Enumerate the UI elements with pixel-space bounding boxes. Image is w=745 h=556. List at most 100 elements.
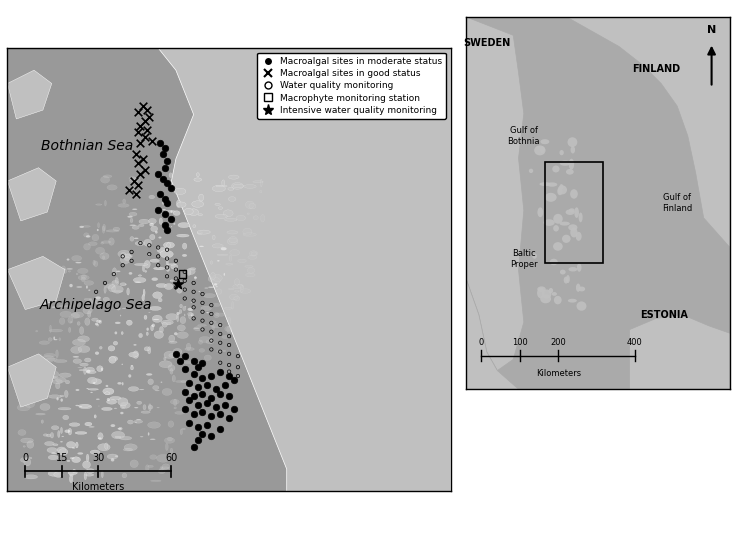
- Ellipse shape: [88, 311, 91, 317]
- Ellipse shape: [135, 241, 145, 246]
- Ellipse shape: [162, 212, 165, 214]
- Ellipse shape: [122, 255, 133, 257]
- Ellipse shape: [84, 299, 90, 300]
- Ellipse shape: [75, 262, 81, 264]
- Point: [188, 287, 200, 296]
- Ellipse shape: [52, 379, 63, 384]
- Ellipse shape: [41, 420, 43, 423]
- Ellipse shape: [537, 287, 545, 299]
- Ellipse shape: [212, 244, 224, 248]
- Ellipse shape: [60, 428, 63, 434]
- Ellipse shape: [83, 226, 90, 227]
- Ellipse shape: [152, 315, 162, 322]
- Ellipse shape: [63, 269, 67, 274]
- Point: [156, 175, 168, 183]
- Ellipse shape: [148, 404, 151, 411]
- Ellipse shape: [48, 471, 59, 476]
- Ellipse shape: [92, 379, 101, 384]
- Ellipse shape: [61, 266, 66, 271]
- Point: [126, 247, 138, 256]
- Ellipse shape: [244, 185, 256, 188]
- Text: Baltic
Proper: Baltic Proper: [510, 249, 538, 269]
- Ellipse shape: [199, 349, 205, 353]
- Ellipse shape: [154, 331, 164, 339]
- Ellipse shape: [80, 226, 84, 228]
- Ellipse shape: [559, 184, 563, 190]
- Ellipse shape: [30, 393, 41, 400]
- Ellipse shape: [186, 343, 191, 350]
- Ellipse shape: [228, 317, 231, 324]
- Ellipse shape: [73, 469, 76, 473]
- Ellipse shape: [108, 346, 115, 351]
- Ellipse shape: [59, 337, 60, 341]
- Point: [215, 358, 226, 367]
- Ellipse shape: [72, 256, 82, 261]
- Ellipse shape: [124, 444, 137, 451]
- Ellipse shape: [552, 166, 559, 172]
- Point: [232, 363, 244, 371]
- Ellipse shape: [115, 277, 118, 283]
- Ellipse shape: [548, 288, 553, 294]
- Ellipse shape: [96, 320, 101, 323]
- Ellipse shape: [168, 341, 177, 344]
- Ellipse shape: [128, 374, 131, 378]
- Point: [206, 310, 218, 319]
- Ellipse shape: [169, 173, 172, 177]
- Ellipse shape: [103, 224, 106, 231]
- Ellipse shape: [68, 317, 73, 324]
- Ellipse shape: [94, 261, 98, 267]
- Point: [215, 425, 226, 434]
- Ellipse shape: [40, 404, 50, 410]
- Ellipse shape: [114, 408, 117, 409]
- Ellipse shape: [130, 218, 133, 223]
- Ellipse shape: [89, 426, 95, 428]
- Ellipse shape: [123, 199, 126, 203]
- Ellipse shape: [183, 243, 187, 249]
- Ellipse shape: [133, 344, 136, 346]
- Ellipse shape: [50, 433, 54, 438]
- Point: [133, 159, 145, 168]
- Ellipse shape: [215, 203, 221, 205]
- Point: [206, 345, 218, 354]
- Ellipse shape: [127, 420, 133, 424]
- Ellipse shape: [69, 284, 73, 287]
- Point: [136, 155, 148, 163]
- Text: ESTONIA: ESTONIA: [640, 310, 688, 320]
- Ellipse shape: [209, 321, 217, 323]
- Point: [197, 316, 209, 325]
- Ellipse shape: [118, 203, 129, 207]
- Point: [215, 321, 226, 330]
- Ellipse shape: [537, 207, 543, 217]
- Ellipse shape: [171, 399, 180, 404]
- Ellipse shape: [27, 395, 39, 398]
- Ellipse shape: [94, 415, 96, 418]
- Ellipse shape: [104, 286, 107, 294]
- Ellipse shape: [89, 299, 92, 300]
- Ellipse shape: [168, 365, 175, 371]
- Ellipse shape: [120, 256, 130, 264]
- Ellipse shape: [566, 275, 570, 283]
- Ellipse shape: [212, 235, 215, 240]
- Ellipse shape: [44, 376, 57, 379]
- Ellipse shape: [107, 400, 117, 404]
- Ellipse shape: [208, 276, 212, 281]
- Ellipse shape: [140, 436, 143, 437]
- Ellipse shape: [101, 241, 111, 244]
- Ellipse shape: [236, 215, 246, 221]
- Ellipse shape: [578, 286, 585, 291]
- Point: [179, 405, 191, 414]
- Ellipse shape: [240, 285, 244, 292]
- Ellipse shape: [247, 213, 250, 215]
- Ellipse shape: [98, 433, 103, 440]
- Ellipse shape: [96, 399, 100, 400]
- Ellipse shape: [66, 269, 73, 270]
- Ellipse shape: [156, 454, 170, 462]
- Ellipse shape: [152, 324, 155, 327]
- Ellipse shape: [110, 424, 115, 427]
- Ellipse shape: [57, 397, 59, 400]
- Ellipse shape: [90, 450, 100, 454]
- Point: [152, 243, 164, 252]
- Point: [215, 409, 226, 418]
- Ellipse shape: [212, 325, 215, 330]
- Ellipse shape: [145, 270, 147, 272]
